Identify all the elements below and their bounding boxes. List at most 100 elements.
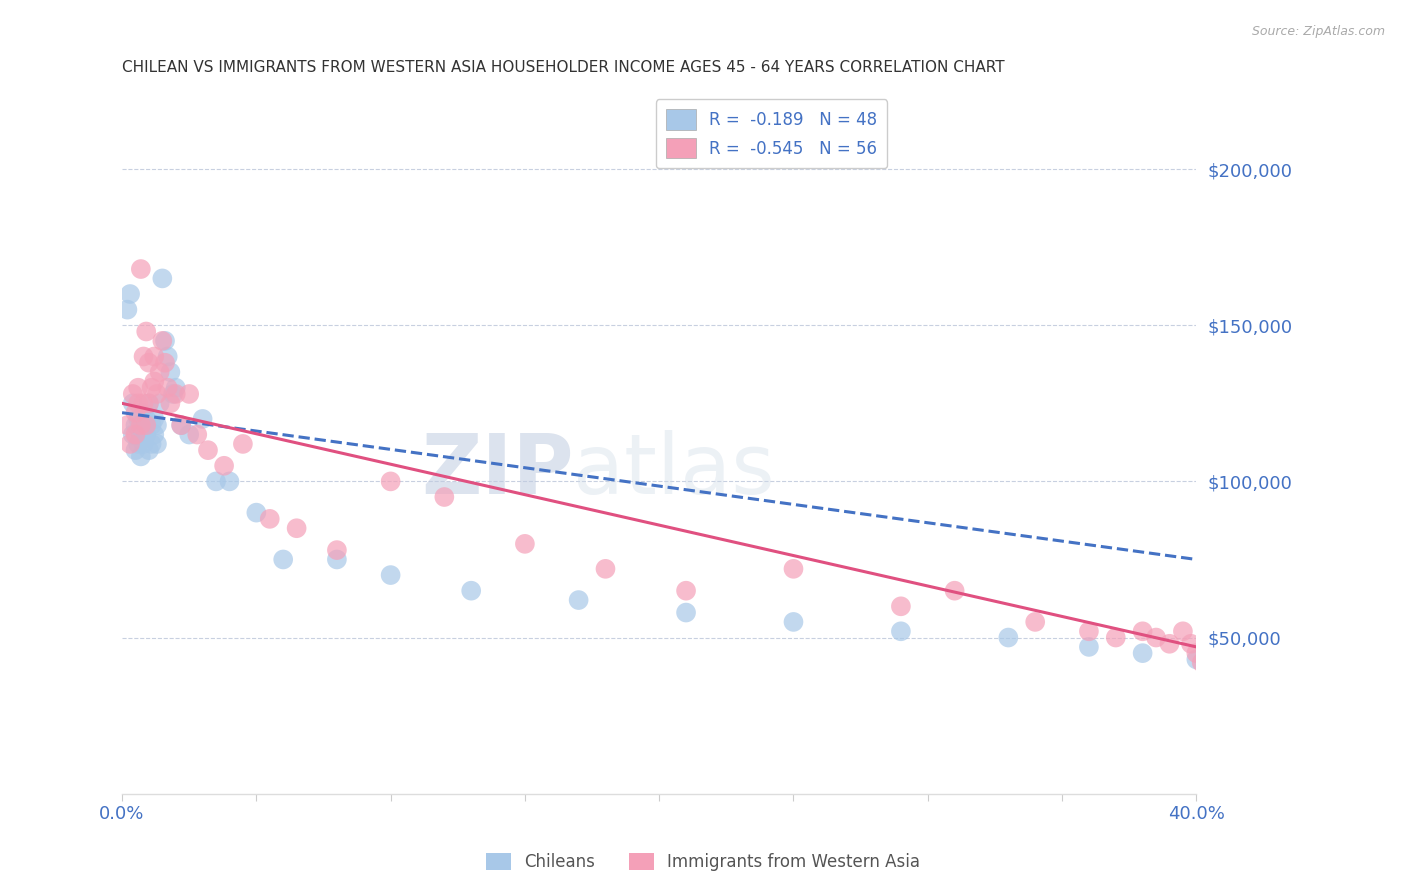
Point <box>120 287 142 301</box>
Text: CHILEAN VS IMMIGRANTS FROM WESTERN ASIA HOUSEHOLDER INCOME AGES 45 - 64 YEARS CO: CHILEAN VS IMMIGRANTS FROM WESTERN ASIA … <box>122 60 1005 75</box>
Point <box>1212 656 1234 670</box>
Point <box>1171 624 1194 639</box>
Point <box>782 615 804 629</box>
Point <box>141 381 163 395</box>
Point <box>143 375 166 389</box>
Point <box>141 418 163 433</box>
Point <box>153 356 176 370</box>
Point <box>124 406 146 420</box>
Point <box>1185 652 1208 666</box>
Point <box>1206 646 1229 660</box>
Point <box>132 406 155 420</box>
Point <box>285 521 308 535</box>
Point <box>138 396 160 410</box>
Legend: R =  -0.189   N = 48, R =  -0.545   N = 56: R = -0.189 N = 48, R = -0.545 N = 56 <box>655 99 887 169</box>
Point <box>135 427 157 442</box>
Point <box>153 334 176 348</box>
Point <box>1132 646 1154 660</box>
Point <box>129 450 152 464</box>
Point <box>159 396 181 410</box>
Point <box>129 262 152 277</box>
Point <box>1024 615 1046 629</box>
Point <box>170 418 193 433</box>
Point <box>129 418 152 433</box>
Point <box>127 437 149 451</box>
Point <box>212 458 235 473</box>
Point <box>782 562 804 576</box>
Point <box>513 537 536 551</box>
Point <box>149 396 172 410</box>
Point <box>179 387 201 401</box>
Point <box>1132 624 1154 639</box>
Point <box>890 599 912 614</box>
Point <box>1144 631 1167 645</box>
Point <box>149 365 172 379</box>
Point <box>146 418 169 433</box>
Point <box>121 427 143 442</box>
Text: ZIP: ZIP <box>420 430 574 511</box>
Point <box>943 583 966 598</box>
Point <box>232 437 254 451</box>
Point <box>135 412 157 426</box>
Point <box>117 302 139 317</box>
Point <box>170 418 193 433</box>
Point <box>150 334 173 348</box>
Point <box>433 490 456 504</box>
Point <box>186 427 208 442</box>
Point <box>197 443 219 458</box>
Point <box>460 583 482 598</box>
Point <box>124 427 146 442</box>
Point <box>380 568 402 582</box>
Text: Source: ZipAtlas.com: Source: ZipAtlas.com <box>1251 25 1385 38</box>
Point <box>156 381 179 395</box>
Point <box>245 506 267 520</box>
Point <box>165 387 187 401</box>
Point <box>179 427 201 442</box>
Point <box>132 350 155 364</box>
Point <box>124 418 146 433</box>
Point <box>205 475 228 489</box>
Point <box>1180 637 1202 651</box>
Point <box>1077 640 1099 654</box>
Point <box>138 396 160 410</box>
Point <box>132 396 155 410</box>
Point <box>127 412 149 426</box>
Point <box>890 624 912 639</box>
Point <box>156 350 179 364</box>
Point <box>1201 637 1223 651</box>
Point <box>326 543 349 558</box>
Point <box>120 437 142 451</box>
Point <box>675 583 697 598</box>
Point <box>121 396 143 410</box>
Point <box>162 387 184 401</box>
Legend: Chileans, Immigrants from Western Asia: Chileans, Immigrants from Western Asia <box>478 845 928 880</box>
Point <box>1105 631 1128 645</box>
Point <box>165 381 187 395</box>
Point <box>1159 637 1181 651</box>
Point <box>259 512 281 526</box>
Point <box>218 475 240 489</box>
Point <box>129 427 152 442</box>
Point <box>568 593 591 607</box>
Point <box>1185 646 1208 660</box>
Point <box>675 606 697 620</box>
Point <box>146 437 169 451</box>
Point <box>127 396 149 410</box>
Point <box>1197 646 1219 660</box>
Point <box>132 418 155 433</box>
Point <box>132 437 155 451</box>
Point <box>135 325 157 339</box>
Point <box>143 350 166 364</box>
Point <box>124 443 146 458</box>
Point <box>135 418 157 433</box>
Point <box>143 412 166 426</box>
Point <box>138 356 160 370</box>
Point <box>127 381 149 395</box>
Text: atlas: atlas <box>574 430 775 511</box>
Point <box>326 552 349 566</box>
Point <box>191 412 214 426</box>
Point <box>138 443 160 458</box>
Point <box>271 552 294 566</box>
Point <box>380 475 402 489</box>
Point <box>159 365 181 379</box>
